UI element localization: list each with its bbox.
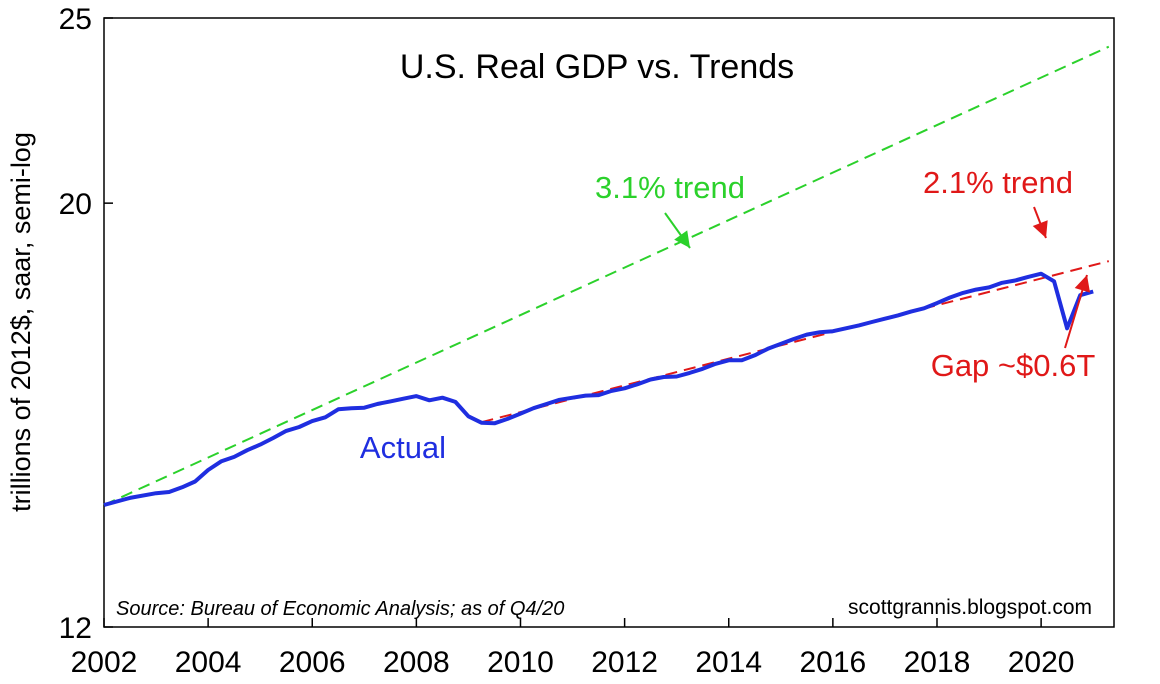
series-lines — [103, 45, 1110, 507]
x-tick-label: 2010 — [487, 646, 554, 679]
x-tick-label: 2002 — [71, 646, 138, 679]
source-note: Source: Bureau of Economic Analysis; as … — [116, 598, 564, 620]
x-tick-label: 2014 — [695, 646, 762, 679]
plot-frame — [103, 17, 1115, 628]
x-tick-label: 2004 — [175, 646, 242, 679]
x-tick-label: 2018 — [904, 646, 971, 679]
y-tick-label: 25 — [59, 3, 92, 36]
green-trend-arrow-head — [674, 230, 690, 248]
y-tick-label: 20 — [59, 188, 92, 221]
green-trend-line — [103, 45, 1110, 506]
red-trend-arrow-head — [1032, 220, 1048, 238]
actual-label: Actual — [360, 430, 446, 465]
annotation-arrows — [664, 206, 1091, 349]
x-tick-label: 2006 — [279, 646, 346, 679]
green-trend-label: 3.1% trend — [595, 170, 745, 205]
chart-title: U.S. Real GDP vs. Trends — [400, 48, 794, 86]
blog-credit: scottgrannis.blogspot.com — [848, 596, 1092, 619]
red-trend-line — [481, 260, 1110, 424]
gap-arrow-head — [1074, 275, 1091, 293]
gap-label: Gap ~$0.6T — [931, 348, 1096, 383]
x-tick-label: 2012 — [591, 646, 658, 679]
y-tick-label: 12 — [59, 612, 92, 645]
red-trend-label: 2.1% trend — [923, 165, 1073, 200]
y-axis-label: trillions of 2012$, saar, semi-log — [6, 132, 36, 512]
actual-gdp-line — [103, 271, 1094, 507]
x-tick-label: 2016 — [799, 646, 866, 679]
x-tick-label: 2008 — [383, 646, 450, 679]
x-tick-label: 2020 — [1008, 646, 1075, 679]
axes: 2002 2004 2006 2008 2010 2012 2014 2016 2018 2020… — [59, 3, 1075, 679]
